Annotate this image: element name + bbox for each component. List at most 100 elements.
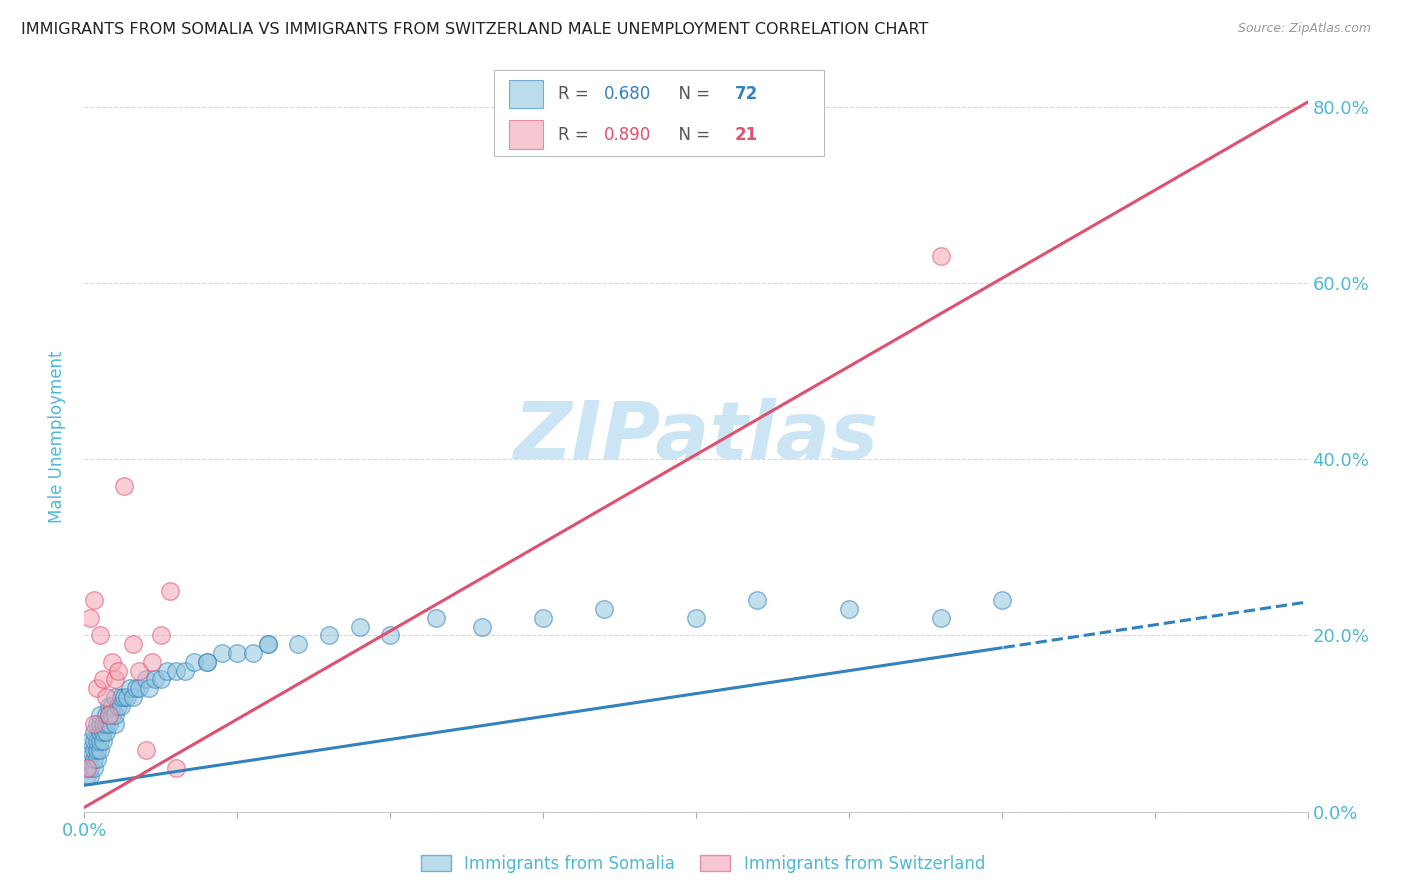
Point [89,716,111,731]
Point [135,743,157,757]
Point [143,673,166,687]
Point [94,690,117,705]
Point [83,752,105,766]
Point [929,611,952,625]
Point [89,725,111,739]
Point [141,655,163,669]
Point [86,734,108,748]
Point [593,602,616,616]
Point [156,664,179,678]
Point [349,619,371,633]
Point [86,681,108,696]
Point [115,690,138,705]
Point [174,664,197,678]
Point [76,752,98,766]
Point [149,628,172,642]
Text: N =: N = [668,85,716,103]
Text: 0.680: 0.680 [605,85,651,103]
Point [226,646,249,660]
Point [79,611,101,625]
Point [122,690,145,705]
Point [101,655,124,669]
Point [79,769,101,783]
Point [287,637,309,651]
Point [94,716,117,731]
FancyBboxPatch shape [494,70,824,156]
Point [138,681,160,696]
Point [76,761,98,775]
Point [97,707,120,722]
Point [149,673,172,687]
Point [195,655,218,669]
Point [89,743,111,757]
Point [104,673,127,687]
Legend: Immigrants from Somalia, Immigrants from Switzerland: Immigrants from Somalia, Immigrants from… [415,848,991,880]
Point [380,628,402,642]
Point [112,478,135,492]
Point [86,752,108,766]
Point [94,707,117,722]
Point [107,664,129,678]
Point [318,628,340,642]
Point [89,734,111,748]
Point [91,734,114,748]
Text: R =: R = [558,85,593,103]
Text: 21: 21 [735,126,758,144]
Point [110,690,132,705]
Point [83,761,105,775]
Point [104,707,127,722]
Point [122,637,145,651]
Point [165,761,187,775]
Point [159,584,181,599]
Point [165,664,187,678]
Point [94,725,117,739]
Point [128,664,150,678]
Point [471,619,494,633]
Text: N =: N = [668,126,716,144]
Point [89,628,111,642]
Y-axis label: Male Unemployment: Male Unemployment [48,351,66,524]
Point [125,681,148,696]
Point [747,593,769,607]
Point [97,698,120,713]
Text: 72: 72 [735,85,758,103]
Text: 0.890: 0.890 [605,126,651,144]
Point [91,725,114,739]
Point [91,673,114,687]
Point [838,602,860,616]
Point [107,698,129,713]
Point [83,716,105,731]
Point [135,673,157,687]
Point [104,690,127,705]
Point [97,716,120,731]
Point [76,761,98,775]
FancyBboxPatch shape [509,120,543,149]
Text: IMMIGRANTS FROM SOMALIA VS IMMIGRANTS FROM SWITZERLAND MALE UNEMPLOYMENT CORRELA: IMMIGRANTS FROM SOMALIA VS IMMIGRANTS FR… [21,22,928,37]
FancyBboxPatch shape [509,79,543,108]
Point [425,611,447,625]
Point [89,707,111,722]
Point [76,769,98,783]
Point [183,655,205,669]
Text: R =: R = [558,126,593,144]
Point [128,681,150,696]
Point [91,716,114,731]
Point [79,761,101,775]
Text: Source: ZipAtlas.com: Source: ZipAtlas.com [1237,22,1371,36]
Point [112,690,135,705]
Point [97,707,120,722]
Point [242,646,264,660]
Text: ZIPatlas: ZIPatlas [513,398,879,476]
Point [991,593,1014,607]
Point [685,611,707,625]
Point [83,593,105,607]
Point [79,743,101,757]
Point [929,249,952,263]
Point [195,655,218,669]
Point [79,734,101,748]
Point [104,716,127,731]
Point [86,743,108,757]
Point [257,637,280,651]
Point [83,734,105,748]
Point [110,698,132,713]
